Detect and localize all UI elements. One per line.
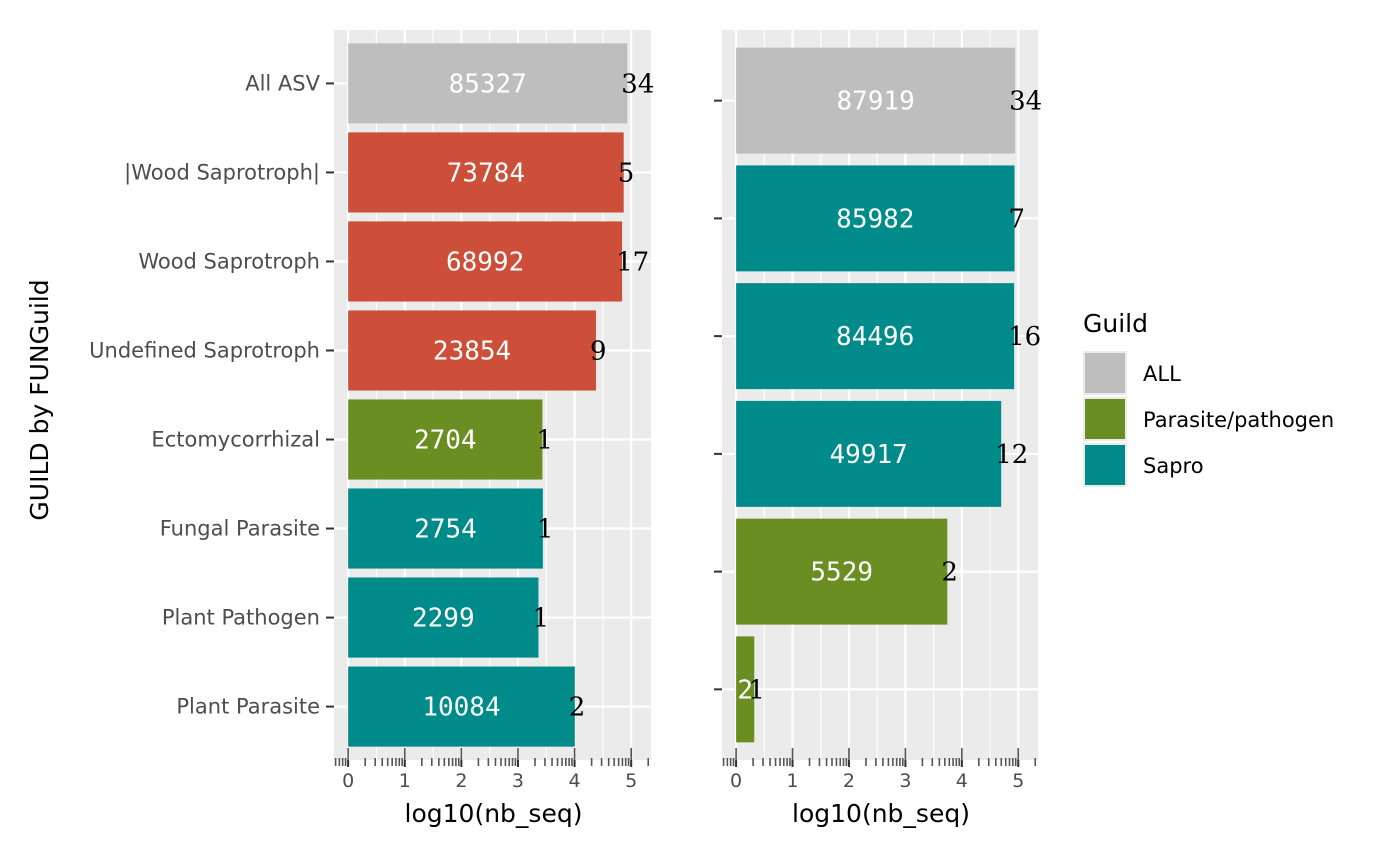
count-label: 16 [1008, 322, 1041, 352]
category-label: Wood Saprotroph [138, 249, 320, 273]
count-label: 2 [941, 558, 958, 588]
bar-value-label: 73784 [447, 158, 525, 188]
x-axis-title: log10(nb_seq) [792, 799, 970, 828]
bar-value-label: 2 [737, 675, 753, 705]
x-tick-label: 3 [899, 770, 911, 792]
bar-value-label: 68992 [446, 247, 524, 277]
bar-value-label: 5529 [810, 558, 873, 588]
x-tick-label: 5 [625, 770, 637, 792]
x-tick-label: 1 [399, 770, 411, 792]
category-label: Fungal Parasite [160, 517, 320, 541]
bar [736, 636, 755, 743]
count-label: 9 [590, 336, 607, 366]
legend-swatch [1085, 399, 1125, 439]
bar [348, 488, 543, 569]
bar [736, 400, 1002, 507]
legend-label: Parasite/pathogen [1143, 408, 1334, 432]
bar-value-label: 2754 [414, 515, 477, 545]
bar [348, 43, 628, 124]
count-label: 12 [995, 440, 1028, 470]
count-label: 7 [1009, 204, 1026, 234]
bar [348, 577, 539, 658]
legend-label: Sapro [1143, 454, 1204, 478]
legend-title: Guild [1083, 309, 1148, 338]
x-tick-label: 0 [730, 770, 742, 792]
x-tick-label: 1 [786, 770, 798, 792]
bar [736, 518, 948, 625]
bar [736, 283, 1015, 390]
category-label: Undefined Saprotroph [89, 338, 320, 362]
y-axis-title: GUILD by FUNGuild [25, 279, 54, 520]
bar [348, 310, 596, 391]
bar [348, 132, 624, 213]
bar [736, 165, 1015, 272]
x-tick-label: 5 [1012, 770, 1024, 792]
count-label: 2 [569, 693, 586, 723]
count-label: 1 [536, 426, 553, 456]
category-label: Plant Parasite [176, 695, 320, 719]
bar [348, 666, 575, 747]
bar-value-label: 2704 [414, 426, 477, 456]
x-axis-title: log10(nb_seq) [405, 799, 583, 828]
rug-ticks [722, 748, 1037, 766]
legend-label: ALL [1143, 362, 1181, 386]
bar [736, 47, 1016, 154]
x-tick-label: 3 [512, 770, 524, 792]
count-label: 1 [748, 675, 765, 705]
bar-value-label: 85327 [449, 69, 527, 99]
count-label: 34 [621, 69, 654, 99]
legend: Guild ALL Parasite/pathogen Sapro [1083, 309, 1334, 487]
bar-value-label: 87919 [836, 87, 914, 117]
bar [348, 221, 623, 302]
category-label: Plant Pathogen [162, 606, 320, 630]
x-tick-label: 0 [342, 770, 354, 792]
count-label: 34 [1009, 87, 1042, 117]
bar-value-label: 85982 [836, 204, 914, 234]
x-tick-label: 2 [843, 770, 855, 792]
count-label: 5 [618, 158, 635, 188]
legend-swatch [1085, 445, 1125, 485]
bar-value-label: 84496 [836, 322, 914, 352]
bar-value-label: 49917 [830, 440, 908, 470]
x-tick-label: 4 [956, 770, 968, 792]
category-label: All ASV [245, 71, 320, 95]
category-label: |Wood Saprotroph| [124, 160, 320, 185]
legend-swatch [1085, 353, 1125, 393]
bar [348, 399, 543, 480]
count-label: 17 [616, 247, 649, 277]
bar-value-label: 2299 [412, 604, 475, 634]
x-tick-label: 2 [455, 770, 467, 792]
count-label: 1 [537, 515, 554, 545]
count-label: 1 [532, 604, 549, 634]
x-tick-label: 4 [569, 770, 581, 792]
bar-value-label: 10084 [422, 693, 500, 723]
bar-value-label: 23854 [433, 336, 511, 366]
category-label: Ectomycorrhizal [151, 428, 320, 452]
